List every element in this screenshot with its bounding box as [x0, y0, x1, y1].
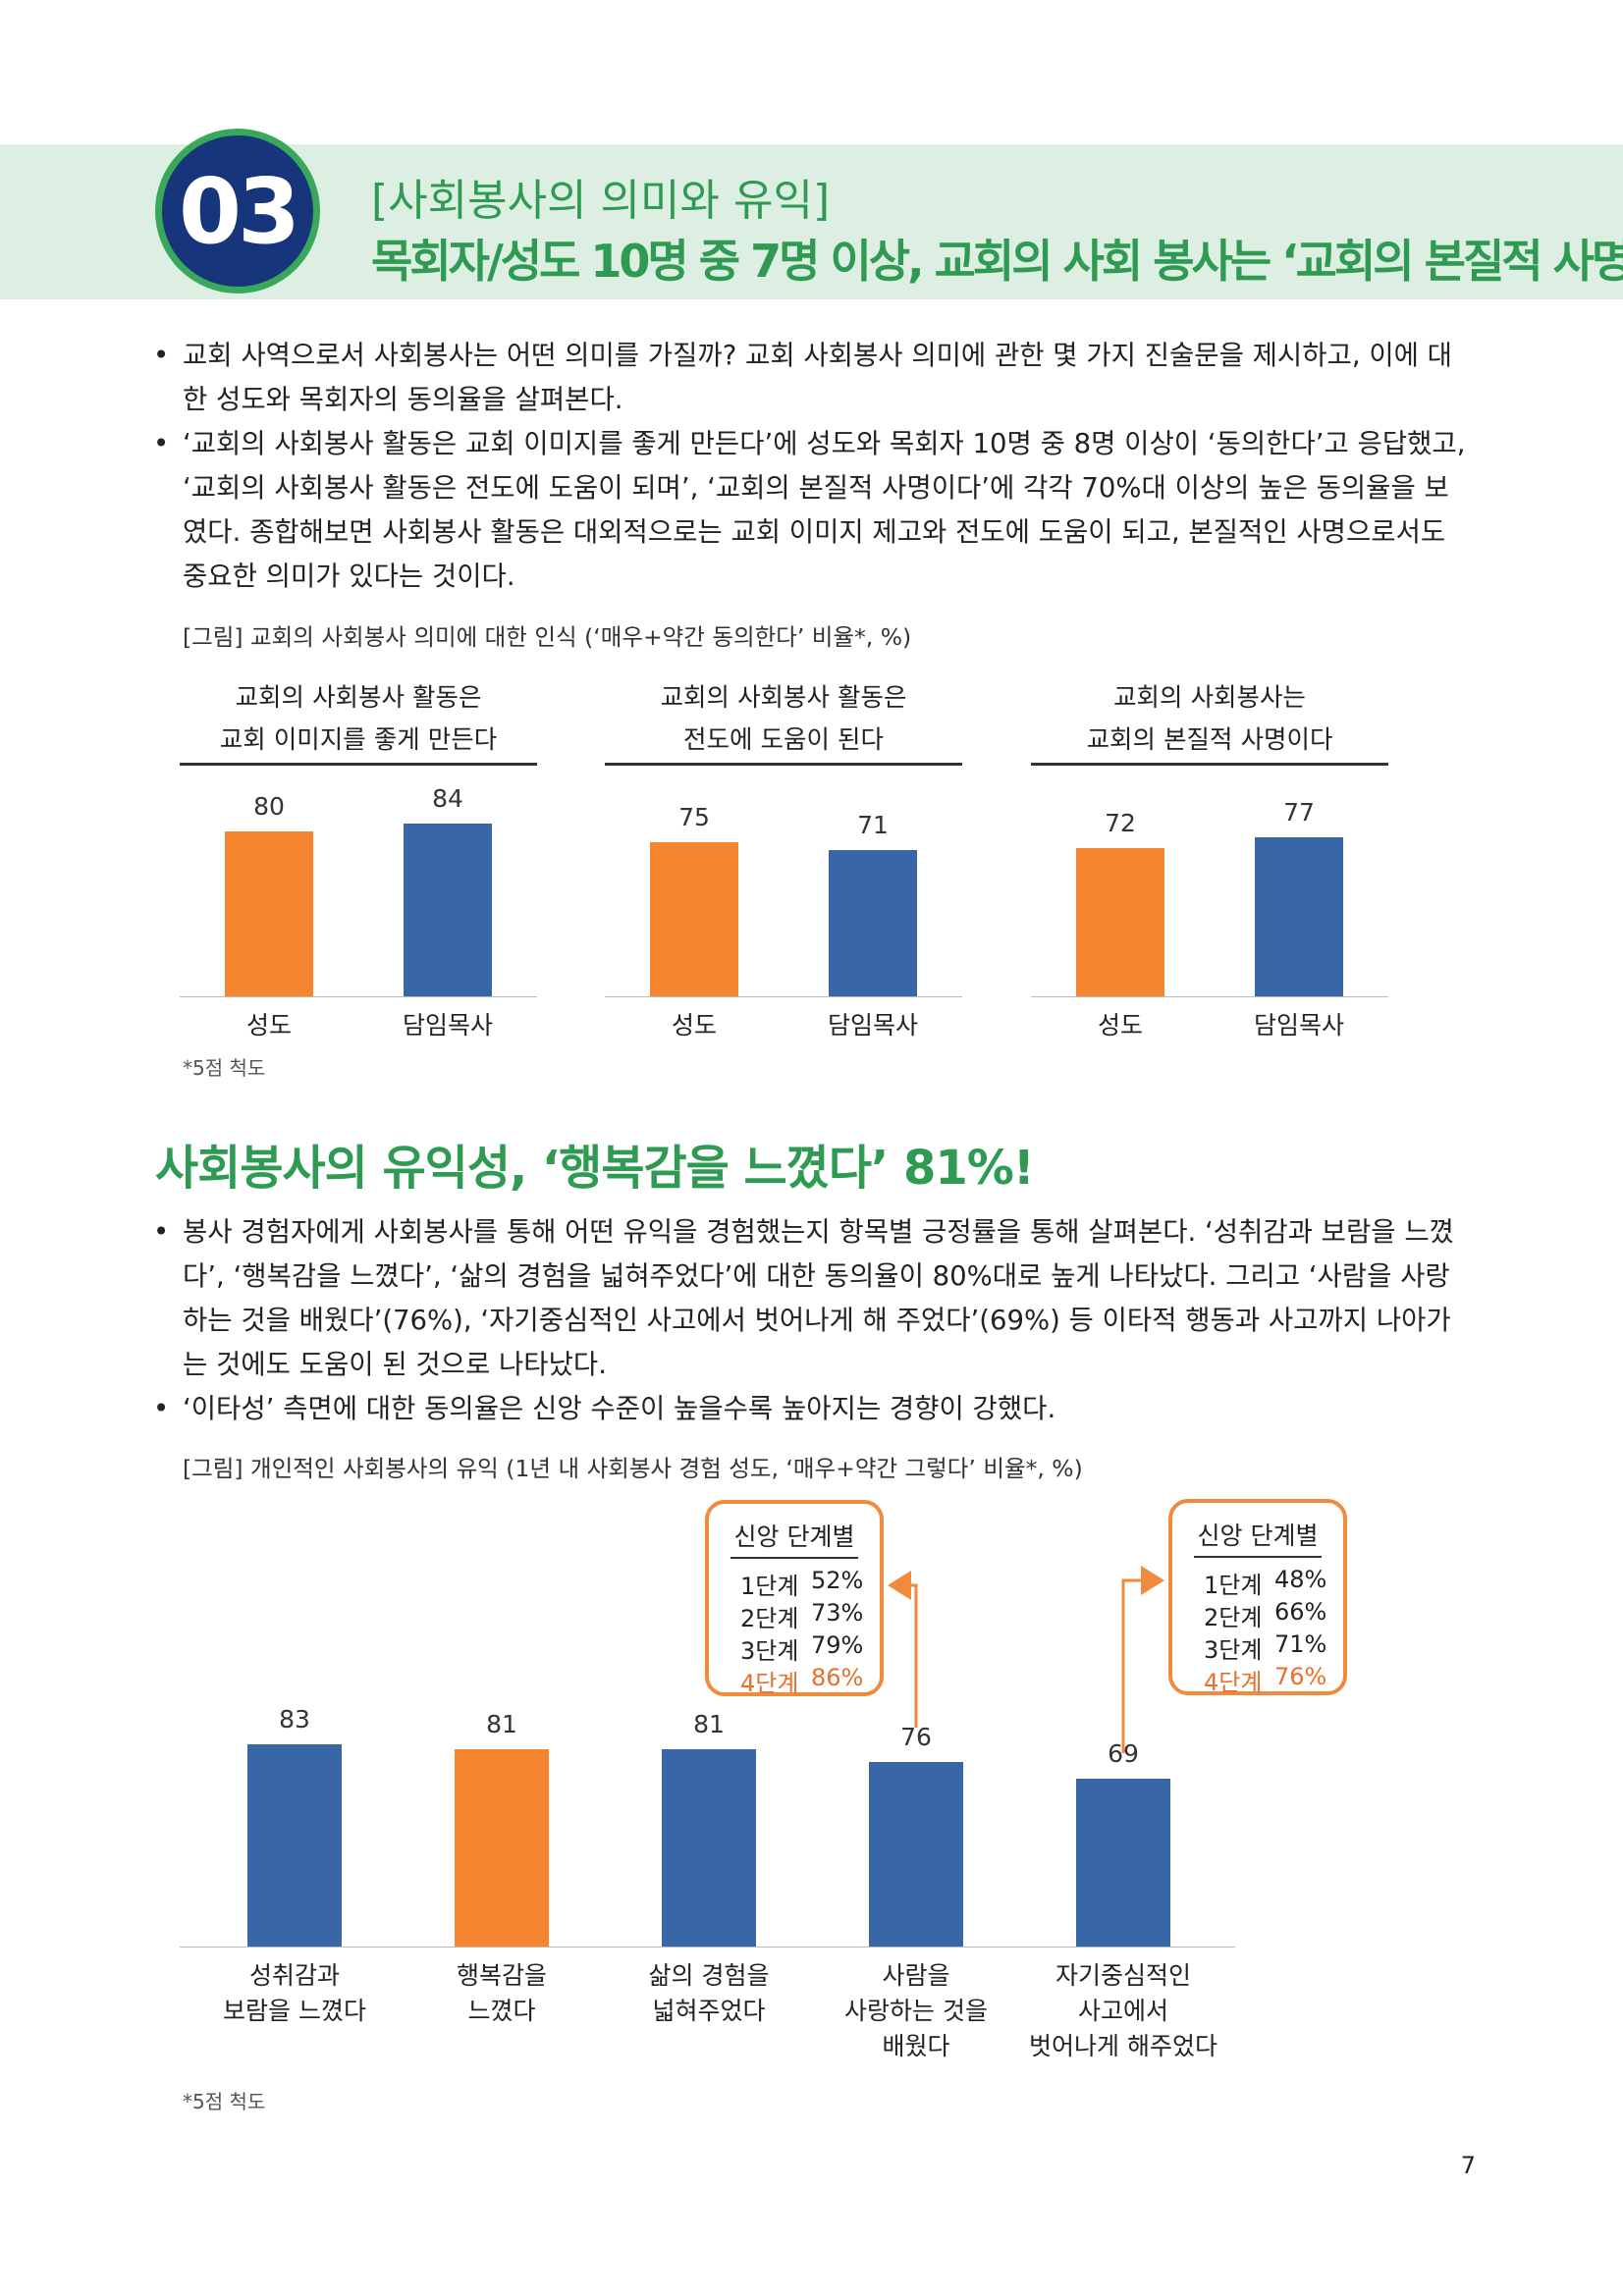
bar — [404, 823, 492, 996]
bar — [829, 849, 917, 996]
chart-evangelism: 교회의 사회봉사 활동은 전도에 도움이 된다 75 성도 71 담임목사 — [605, 677, 962, 1041]
bullet-dot-icon: • — [153, 1216, 170, 1248]
chart-title-rule — [1031, 763, 1388, 766]
section-number-badge: 03 — [155, 129, 320, 294]
footnote-1: *5점 척도 — [183, 1056, 266, 1080]
callout-2-divider — [1194, 1556, 1322, 1558]
section-title: [사회봉사의 의미와 유익] — [371, 176, 831, 226]
callout-1-title: 신앙 단계별 — [733, 1522, 855, 1551]
bar — [247, 1744, 342, 1947]
bar — [662, 1749, 756, 1947]
section-heading-2: 사회봉사의 유익성, ‘행복감을 느꼈다’ 81%! — [155, 1141, 1035, 1196]
chart-baseline — [180, 996, 537, 997]
connector-arrow-1 — [888, 1571, 918, 1728]
chart-personal-benefits: 83 성취감과 보람을 느꼈다 81 행복감을 느꼈다 81 삶의 경험을 넓혀주었다 76… — [180, 1669, 1240, 2061]
bullet-1: • 교회 사역으로서 사회봉사는 어떤 의미를 가질까? 교회 사회봉사 의미에… — [153, 334, 1469, 422]
bar-value-label: 72 — [1105, 808, 1136, 837]
callout-2-row-4: 4단계 76% — [1204, 1663, 1327, 1696]
callout-1-row-4: 4단계 86% — [740, 1664, 864, 1697]
bar-value-label: 81 — [486, 1710, 517, 1739]
callout-1-row-3: 3단계 79% — [740, 1631, 864, 1665]
chart-baseline — [180, 1947, 1235, 1948]
callout-box-1: 신앙 단계별 1단계 52% 2단계 73% 3단계 79% 4단계 86% — [705, 1500, 884, 1697]
footnote-2: *5점 척도 — [183, 2090, 266, 2113]
bullet-2: • ‘교회의 사회봉사 활동은 교회 이미지를 좋게 만든다’에 성도와 목회자… — [153, 422, 1469, 599]
category-label: 행복감을 느꼈다 — [456, 1961, 547, 2025]
bar — [225, 831, 313, 996]
chart-image-perception: 교회의 사회봉사 활동은 교회 이미지를 좋게 만든다 80 성도 84 담임목사 — [180, 677, 537, 1041]
category-label: 삶의 경험을 넓혀주었다 — [648, 1961, 770, 2025]
figure-caption-2: [그림] 개인적인 사회봉사의 유익 (1년 내 사회봉사 경험 성도, ‘매우… — [183, 1455, 1083, 1482]
bullet-4: • ‘이타성’ 측면에 대한 동의율은 신앙 수준이 높을수록 높아지는 경향이… — [153, 1387, 1469, 1431]
callout-1-row-1: 1단계 52% — [740, 1567, 864, 1600]
bullet-dot-icon: • — [153, 1393, 170, 1424]
chart-title: 교회의 사회봉사 활동은 전도에 도움이 된다 — [660, 683, 907, 755]
chart-baseline — [1031, 996, 1388, 997]
bar — [1076, 1778, 1170, 1947]
chart-title-rule — [180, 763, 537, 766]
bar — [455, 1749, 549, 1947]
bullet-3-text: 봉사 경험자에게 사회봉사를 통해 어떤 유익을 경험했는지 항목별 긍정률을 … — [183, 1216, 1454, 1380]
category-label: 성도 — [245, 1011, 292, 1040]
bar-value-label: 75 — [678, 802, 710, 831]
category-label: 담임목사 — [827, 1011, 918, 1040]
category-label: 사람을 사랑하는 것을 배웠다 — [844, 1961, 988, 2060]
category-label: 성도 — [671, 1011, 717, 1040]
bar-value-label: 84 — [432, 783, 463, 813]
bar-value-label: 81 — [693, 1710, 725, 1739]
category-label: 성도 — [1097, 1011, 1143, 1040]
chart-title: 교회의 사회봉사는 교회의 본질적 사명이다 — [1086, 683, 1333, 755]
bar-value-label: 83 — [279, 1705, 310, 1735]
bar-value-label: 77 — [1283, 798, 1315, 828]
callout-2-row-2: 2단계 66% — [1204, 1598, 1327, 1631]
chart-title-rule — [605, 763, 962, 766]
callout-box-2: 신앙 단계별 1단계 48% 2단계 66% 3단계 71% 4단계 76% — [1168, 1499, 1347, 1696]
figure-caption-1: [그림] 교회의 사회봉사 의미에 대한 인식 (‘매우+약간 동의한다’ 비율… — [183, 623, 912, 651]
bar-value-label: 80 — [253, 792, 285, 821]
callout-1-divider — [730, 1557, 858, 1559]
category-label: 담임목사 — [1253, 1011, 1344, 1040]
callout-2-row-3: 3단계 71% — [1204, 1630, 1327, 1664]
callout-1-row-2: 2단계 73% — [740, 1599, 864, 1632]
chart-essential-mission: 교회의 사회봉사는 교회의 본질적 사명이다 72 성도 77 담임목사 — [1031, 677, 1388, 1041]
chart-baseline — [605, 996, 962, 997]
bullet-3: • 봉사 경험자에게 사회봉사를 통해 어떤 유익을 경험했는지 항목별 긍정률… — [153, 1210, 1469, 1387]
page-number: 7 — [1460, 2152, 1476, 2179]
category-label: 자기중심적인 사고에서 벗어나게 해주었다 — [1029, 1961, 1217, 2060]
category-label: 담임목사 — [402, 1011, 493, 1040]
callout-2-row-1: 1단계 48% — [1204, 1566, 1327, 1599]
bullet-dot-icon: • — [153, 428, 170, 459]
headline: 목회자/성도 10명 중 7명 이상, 교회의 사회 봉사는 ‘교회의 본질적 … — [371, 235, 1623, 288]
bar — [650, 841, 738, 996]
bullet-4-text: ‘이타성’ 측면에 대한 동의율은 신앙 수준이 높을수록 높아지는 경향이 강… — [183, 1393, 1056, 1424]
bar — [1076, 847, 1164, 996]
bar — [869, 1761, 963, 1947]
bullet-dot-icon: • — [153, 340, 170, 371]
category-label: 성취감과 보람을 느꼈다 — [223, 1961, 366, 2025]
bullet-2-text: ‘교회의 사회봉사 활동은 교회 이미지를 좋게 만든다’에 성도와 목회자 1… — [183, 428, 1466, 592]
bar — [1255, 837, 1343, 996]
connector-arrow-2 — [1121, 1566, 1164, 1753]
bullet-1-text: 교회 사역으로서 사회봉사는 어떤 의미를 가질까? 교회 사회봉사 의미에 관… — [183, 340, 1452, 415]
bar-value-label: 71 — [857, 810, 889, 839]
callout-2-title: 신앙 단계별 — [1197, 1522, 1319, 1550]
chart-title: 교회의 사회봉사 활동은 교회 이미지를 좋게 만든다 — [219, 683, 498, 755]
